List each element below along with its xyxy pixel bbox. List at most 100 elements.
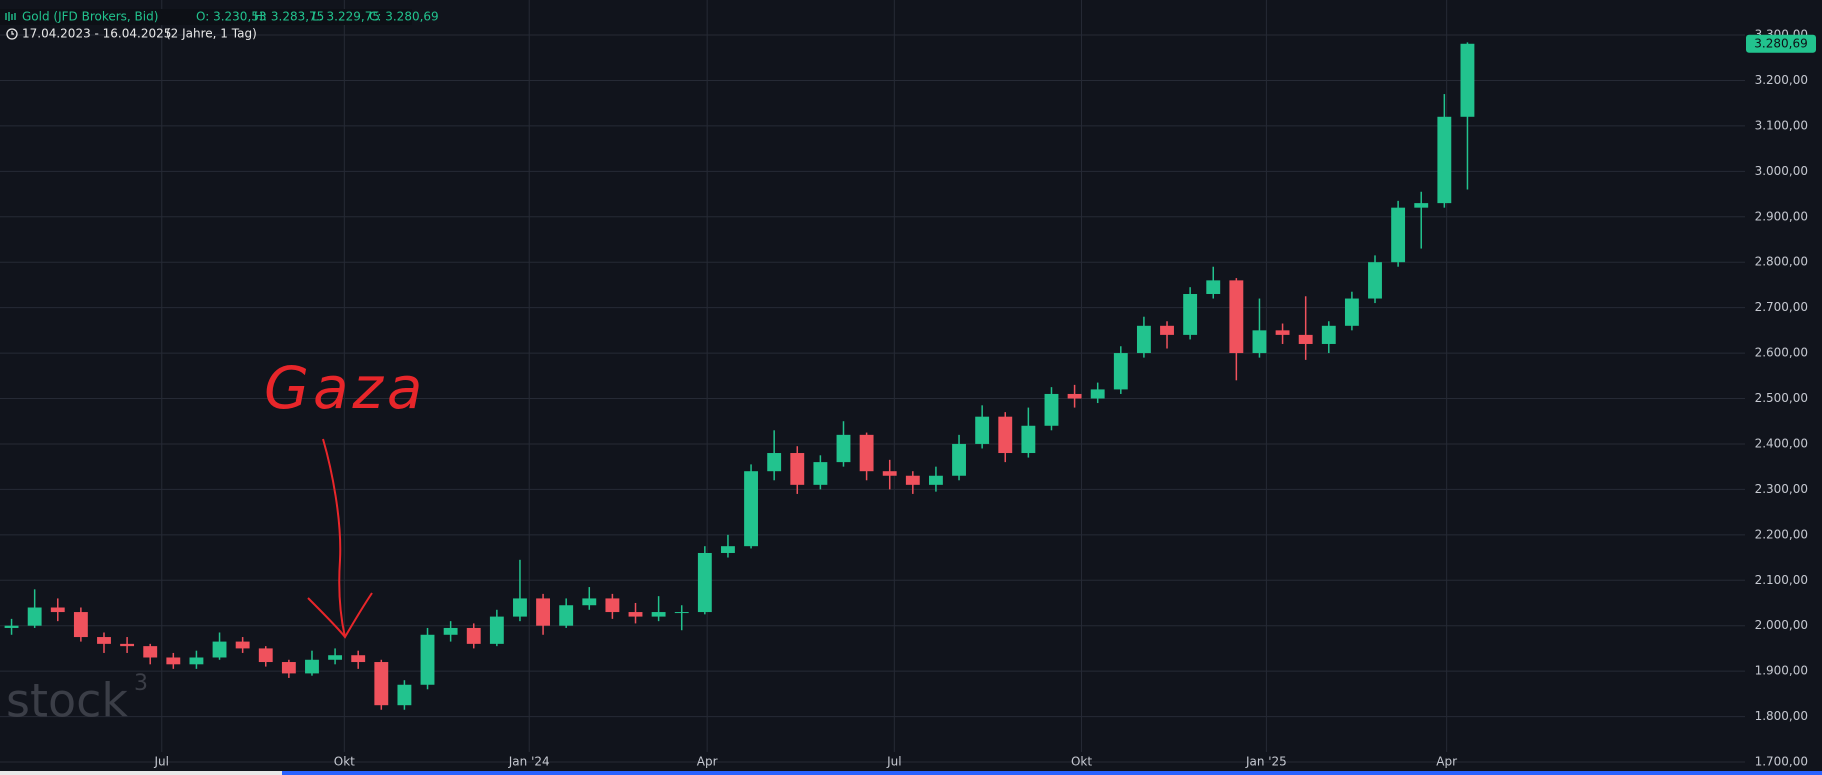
candle-body (97, 637, 111, 644)
x-tick-label: Jul (154, 755, 169, 769)
symbol: Gold (JFD Brokers, Bid) (22, 10, 158, 24)
candle-body (1090, 389, 1105, 399)
candle-body (651, 612, 666, 617)
ohlc-high: H: 3.283,75 (254, 10, 324, 24)
candle-body (767, 453, 782, 472)
candle-body (189, 657, 204, 665)
y-tick-label: 2.800,00 (1755, 255, 1808, 269)
candle-body (1275, 330, 1290, 335)
candle-body (1160, 325, 1174, 335)
candle-body (1113, 353, 1128, 390)
candle-body (258, 648, 273, 663)
candle-body (882, 471, 897, 476)
ohlc-close: C: 3.280,69 (369, 10, 439, 24)
candle-body (212, 641, 227, 658)
y-tick-label: 2.300,00 (1755, 482, 1808, 496)
candle-body (351, 655, 366, 663)
candle-body (536, 598, 551, 626)
scrollbar (282, 771, 1822, 775)
clock-icon (6, 28, 18, 40)
candle-body (420, 634, 435, 685)
ohlc-open: O: 3.230,53 (196, 10, 267, 24)
candle-body (1321, 325, 1336, 344)
y-tick-label: 1.900,00 (1755, 664, 1808, 678)
y-tick-label: 2.500,00 (1755, 391, 1808, 405)
candle-body (328, 655, 343, 660)
candle-body (744, 471, 758, 547)
x-tick-label: Jan '25 (1245, 755, 1287, 769)
candle-body (1136, 325, 1151, 354)
candle-body (1252, 330, 1267, 354)
candle-body (836, 434, 851, 463)
period: (2 Jahre, 1 Tag) (166, 27, 257, 41)
candle-body (1044, 393, 1059, 426)
candle-body (513, 598, 527, 617)
candle-body (1414, 203, 1429, 208)
candle-body (674, 612, 689, 614)
y-tick-label: 2.600,00 (1755, 346, 1808, 360)
candle-body (143, 646, 158, 658)
y-tick-label: 1.800,00 (1755, 709, 1808, 723)
candle-body (27, 607, 42, 626)
candle-body (790, 453, 805, 485)
candle-body (120, 643, 135, 647)
header-bg (0, 9, 412, 25)
candle-body (1067, 393, 1082, 399)
candles (4, 42, 1475, 710)
candle-body (397, 684, 412, 706)
annotation: Gaza (264, 354, 426, 422)
y-tick-label: 2.100,00 (1755, 573, 1808, 587)
y-tick-label: 2.000,00 (1755, 618, 1808, 632)
watermark: stock (6, 674, 128, 728)
y-tick-label: 3.000,00 (1755, 164, 1808, 178)
candle-body (1368, 262, 1382, 299)
candle-body (859, 434, 874, 472)
candle-body (582, 598, 597, 606)
candle-body (1298, 334, 1313, 344)
candle-body (697, 552, 712, 613)
annotation-arrow (322, 438, 346, 638)
x-tick-label: Apr (697, 755, 718, 769)
y-tick-label: 2.400,00 (1755, 436, 1808, 450)
candle-body (1183, 293, 1198, 335)
candle-body (1344, 298, 1359, 326)
y-tick-label: 3.100,00 (1755, 118, 1808, 132)
candle-body (813, 462, 828, 485)
candle-body (559, 605, 574, 626)
candle-body (281, 662, 296, 674)
y-tick-label: 3.200,00 (1755, 73, 1808, 87)
watermark-sup: 3 (134, 671, 148, 696)
candle-body (952, 443, 966, 476)
x-tick-label: Apr (1436, 755, 1457, 769)
x-tick-label: Jul (886, 755, 901, 769)
candle-body (489, 616, 504, 644)
header-icon (5, 12, 16, 21)
last-price-tag (1746, 34, 1816, 53)
x-tick-label: Okt (1071, 755, 1092, 769)
axes: 1.700,00 1.800,00 1.900,00 2.000,00 2.100,00… (154, 28, 1816, 769)
scrollbar-left (0, 771, 282, 775)
x-tick-label: Jan '24 (508, 755, 550, 769)
candle-body (998, 416, 1013, 454)
candle-body (166, 657, 181, 665)
candle-body (50, 607, 65, 613)
candle-body (721, 546, 735, 553)
last-price-label: 3.280,69 (1754, 36, 1807, 50)
x-tick-label: Okt (334, 755, 355, 769)
y-tick-label: 1.700,00 (1755, 755, 1808, 769)
date-range: 17.04.2023 - 16.04.2025 (22, 27, 171, 41)
candle-body (605, 598, 620, 613)
candle-body (975, 416, 990, 444)
candle-body (1391, 207, 1406, 263)
candle-body (905, 475, 920, 485)
candle-body (928, 475, 943, 485)
candle-body (1460, 43, 1475, 117)
candle-body (1021, 425, 1036, 454)
candle-body (443, 627, 458, 635)
candle-body (628, 612, 643, 617)
annotation-arrowhead (307, 592, 373, 639)
candle-body (305, 659, 319, 674)
candle-body (1229, 280, 1244, 354)
ohlc-low: L: 3.229,75 (312, 10, 380, 24)
